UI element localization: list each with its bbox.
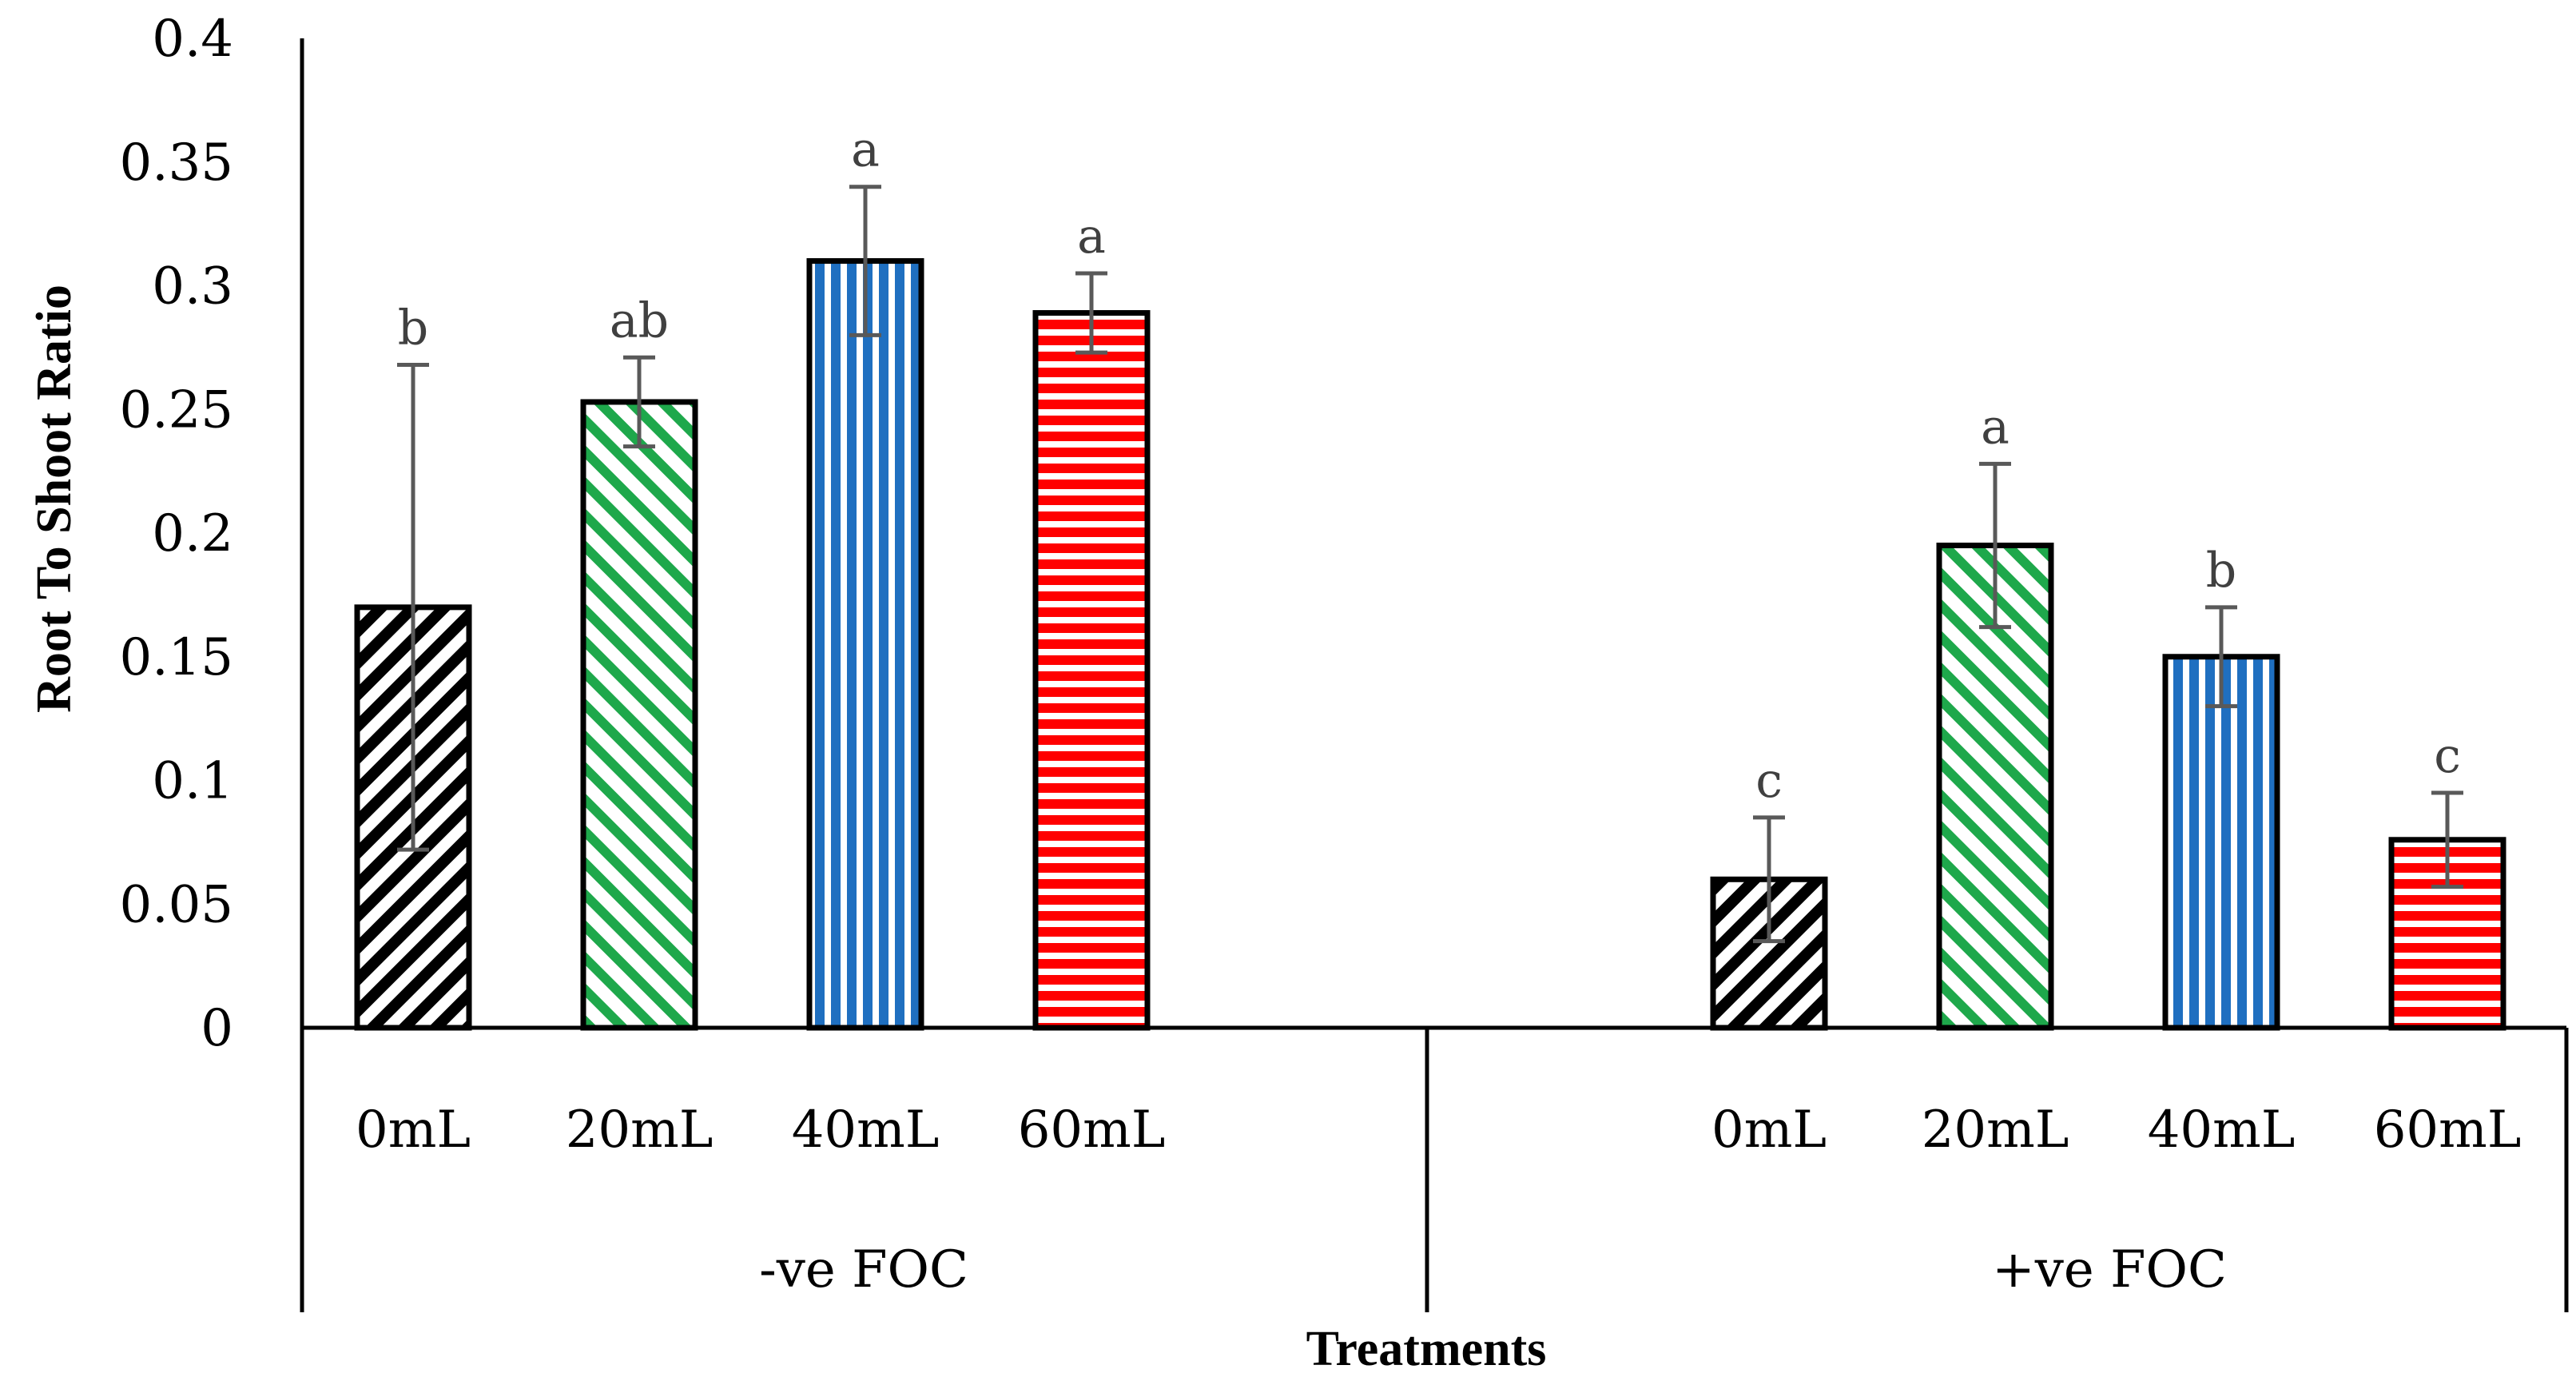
y-tick-label: 0.1 — [152, 752, 233, 811]
x-axis-title: Treatments — [1306, 1322, 1547, 1376]
group-label: +ve FOC — [1992, 1240, 2227, 1299]
significance-letter: ab — [610, 293, 669, 348]
significance-letter: b — [398, 300, 428, 356]
axes — [300, 38, 2569, 1312]
category-label: 60mL — [2374, 1100, 2522, 1160]
y-tick-label: 0.05 — [120, 875, 234, 934]
category-label: 60mL — [1018, 1100, 1166, 1160]
y-tick-label: 0.15 — [120, 628, 234, 687]
group-label: -ve FOC — [759, 1240, 968, 1299]
significance-letter: a — [1981, 399, 2010, 455]
significance-letter: c — [1755, 753, 1783, 809]
bars — [354, 258, 2506, 1031]
y-tick-label: 0.25 — [120, 380, 234, 440]
bar — [2165, 656, 2277, 1028]
y-axis-title: Root To Shoot Ratio — [27, 285, 81, 713]
bar — [583, 401, 695, 1029]
significance-letter: a — [1077, 209, 1106, 265]
category-label: 40mL — [2148, 1100, 2296, 1160]
significance-letter: c — [2434, 728, 2461, 784]
y-tick-label: 0.35 — [120, 133, 234, 193]
category-label: 20mL — [566, 1100, 714, 1160]
y-axis-ticks: 0 0.05 0.1 0.15 0.2 0.25 0.3 0.35 0.4 — [120, 10, 234, 1058]
category-label: 0mL — [1711, 1100, 1827, 1160]
category-label: 20mL — [1922, 1100, 2069, 1160]
bar — [1036, 312, 1147, 1028]
y-tick-label: 0.3 — [152, 257, 233, 316]
y-tick-label: 0.2 — [152, 504, 233, 563]
x-axis-labels: 0mL 20mL 40mL 60mL -ve FOC 0mL 20mL 40mL 60mL +ve… — [356, 1100, 2521, 1299]
significance-letter: a — [851, 122, 880, 178]
category-label: 40mL — [792, 1100, 940, 1160]
error-bars — [397, 185, 2463, 944]
category-label: 0mL — [356, 1100, 471, 1160]
y-tick-label: 0.4 — [152, 10, 233, 69]
bar — [809, 261, 921, 1028]
y-tick-label: 0 — [201, 999, 233, 1058]
significance-letter: b — [2206, 543, 2236, 599]
